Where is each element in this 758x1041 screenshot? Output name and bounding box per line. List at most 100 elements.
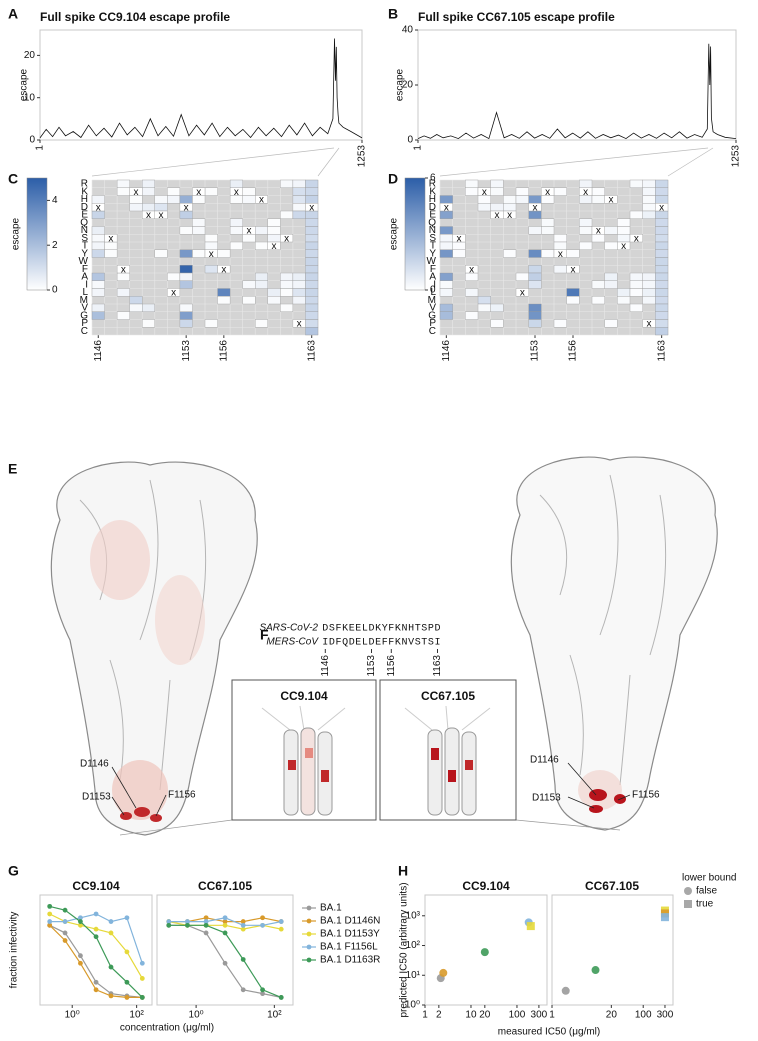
heatmap-cell (642, 288, 656, 297)
row-label: I (433, 279, 436, 290)
data-point (260, 987, 265, 993)
wildtype-cell (292, 319, 306, 328)
data-point (62, 938, 68, 943)
residue: K (375, 624, 381, 635)
heatmap-cell (204, 187, 218, 196)
point (591, 966, 600, 975)
y-tick-label: 10¹ (406, 970, 421, 981)
heatmap-cell (591, 195, 605, 204)
row-label: W (427, 256, 437, 267)
residue: N (401, 624, 407, 635)
heatmap-cell (515, 187, 529, 196)
heatmap-cell (655, 288, 669, 297)
wildtype-cell (591, 226, 605, 235)
heatmap-cell (91, 241, 105, 250)
residue: I (434, 638, 440, 649)
residue: T (415, 624, 421, 635)
heatmap-cell (655, 234, 669, 243)
wildtype-cell (192, 187, 206, 196)
wildtype-mark: x (184, 202, 189, 213)
heatmap-cell (142, 187, 155, 196)
heatmap-cell (280, 210, 294, 219)
data-point (62, 919, 68, 924)
heatmap-cell (655, 187, 669, 196)
connector (91, 147, 335, 177)
data-point (124, 949, 130, 955)
wildtype-mark: x (121, 264, 126, 275)
heatmap-cell (292, 288, 306, 297)
row-label: Q (428, 217, 436, 228)
wildtype-mark: x (171, 288, 176, 299)
data-point (47, 911, 53, 917)
wildtype-cell (91, 203, 105, 212)
data-point (222, 930, 228, 936)
heatmap-cell (129, 303, 143, 312)
heatmap-cell (642, 179, 656, 188)
point-lower-bound (526, 922, 535, 931)
heatmap-cell (217, 249, 231, 258)
y-tick-label: 0 (29, 135, 35, 146)
x-tick-label: 1253 (731, 145, 742, 168)
heatmap-cell (629, 288, 643, 297)
heatmap-cell (292, 195, 306, 204)
heatmap-cell (515, 272, 529, 281)
row-label: F (430, 264, 436, 275)
wildtype-cell (267, 241, 281, 250)
heatmap-cell (305, 226, 319, 235)
row-label: V (81, 303, 88, 314)
data-point (139, 960, 145, 966)
wildtype-mark: x (545, 187, 550, 198)
colorbar-tick-label: 0 (52, 285, 58, 296)
data-point (185, 922, 190, 928)
inset-right (379, 679, 517, 821)
heatmap-cell (617, 226, 631, 235)
chart-title: CC67.105 (585, 879, 639, 893)
heatmap-cell (452, 249, 466, 258)
residue: Y (382, 624, 388, 635)
connector (317, 147, 340, 177)
x-tick-label: 1163 (306, 340, 317, 362)
data-point (222, 922, 228, 928)
row-label: L (430, 287, 436, 298)
data-point (62, 907, 68, 913)
heatmap-cell (292, 203, 306, 212)
heatmap-cell (591, 187, 605, 196)
heatmap-cell (591, 280, 605, 289)
heatmap-cell (305, 218, 319, 227)
heatmap-cell (541, 226, 555, 235)
surface-texture (539, 474, 667, 786)
heatmap-cell (439, 272, 453, 281)
heatmap-cell (604, 272, 618, 281)
heatmap-cell (528, 319, 542, 328)
panel-letter: H (398, 863, 408, 879)
plot-frame (39, 29, 363, 141)
point (439, 968, 448, 977)
heatmap-cell (490, 303, 504, 312)
row-label: A (81, 272, 88, 283)
heatmap-cell (553, 319, 567, 328)
chart-title: CC9.104 (462, 879, 510, 893)
heatmap-cell (129, 203, 143, 212)
panel-letter: F (260, 627, 269, 643)
heatmap-cell (629, 210, 643, 219)
heatmap-cell (465, 288, 479, 297)
x-tick-label: 1153 (181, 340, 192, 362)
heatmap-cell (553, 265, 567, 274)
heatmap-cell (280, 288, 294, 297)
residue: D (329, 638, 335, 649)
heatmap-cell (91, 303, 105, 312)
heatmap-cell (280, 280, 294, 289)
escape-site (589, 789, 607, 801)
heatmap-cell (292, 280, 306, 289)
row-label: R (81, 179, 88, 190)
heatmap-cell (242, 187, 256, 196)
heatmap-cell (305, 288, 319, 297)
legend-title: lower bound (682, 873, 736, 884)
heatmap-cell (541, 249, 555, 258)
residue-label: D1146 (530, 755, 559, 766)
heatmap-cell (280, 303, 294, 312)
legend-marker (306, 905, 312, 911)
heatmap-cell (655, 319, 669, 328)
heatmap-cell (465, 187, 479, 196)
data-point (240, 957, 246, 962)
